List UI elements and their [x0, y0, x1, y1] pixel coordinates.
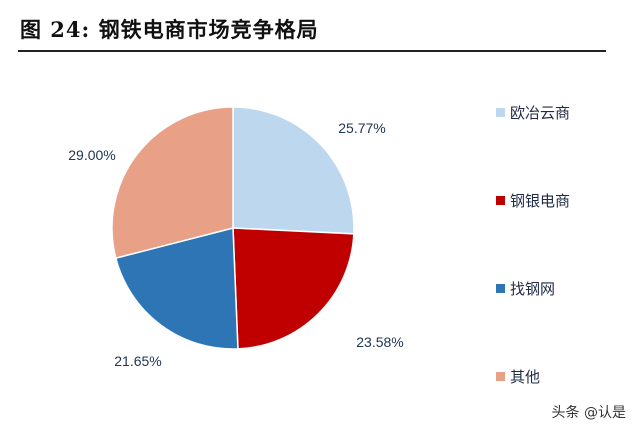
title-underline: [18, 50, 606, 52]
pie-labels: 25.77% 23.58% 21.65% 29.00%: [68, 120, 403, 369]
slice-label-1: 25.77%: [338, 120, 385, 136]
pie-slice-2: [232, 227, 355, 350]
pie-slices: [111, 106, 355, 350]
legend-label-1: 欧冶云商: [510, 104, 570, 122]
slice-label-4: 29.00%: [68, 147, 115, 163]
legend-swatch-4: [496, 372, 505, 381]
legend-label-2: 钢银电商: [510, 192, 570, 210]
watermark: 头条 @认是: [551, 405, 626, 421]
slice-label-3: 21.65%: [114, 353, 161, 369]
legend-label-3: 找钢网: [510, 280, 555, 298]
legend-swatch-1: [496, 108, 505, 117]
pie-slice-4: [111, 106, 234, 260]
legend-swatch-2: [496, 196, 505, 205]
slice-label-2: 23.58%: [356, 334, 403, 350]
legend-swatch-3: [496, 284, 505, 293]
chart-title: 图 24: 钢铁电商市场竞争格局: [20, 17, 319, 42]
pie-slice-3: [114, 227, 239, 350]
legend-label-4: 其他: [510, 368, 540, 386]
pie-slice-1: [232, 106, 355, 235]
